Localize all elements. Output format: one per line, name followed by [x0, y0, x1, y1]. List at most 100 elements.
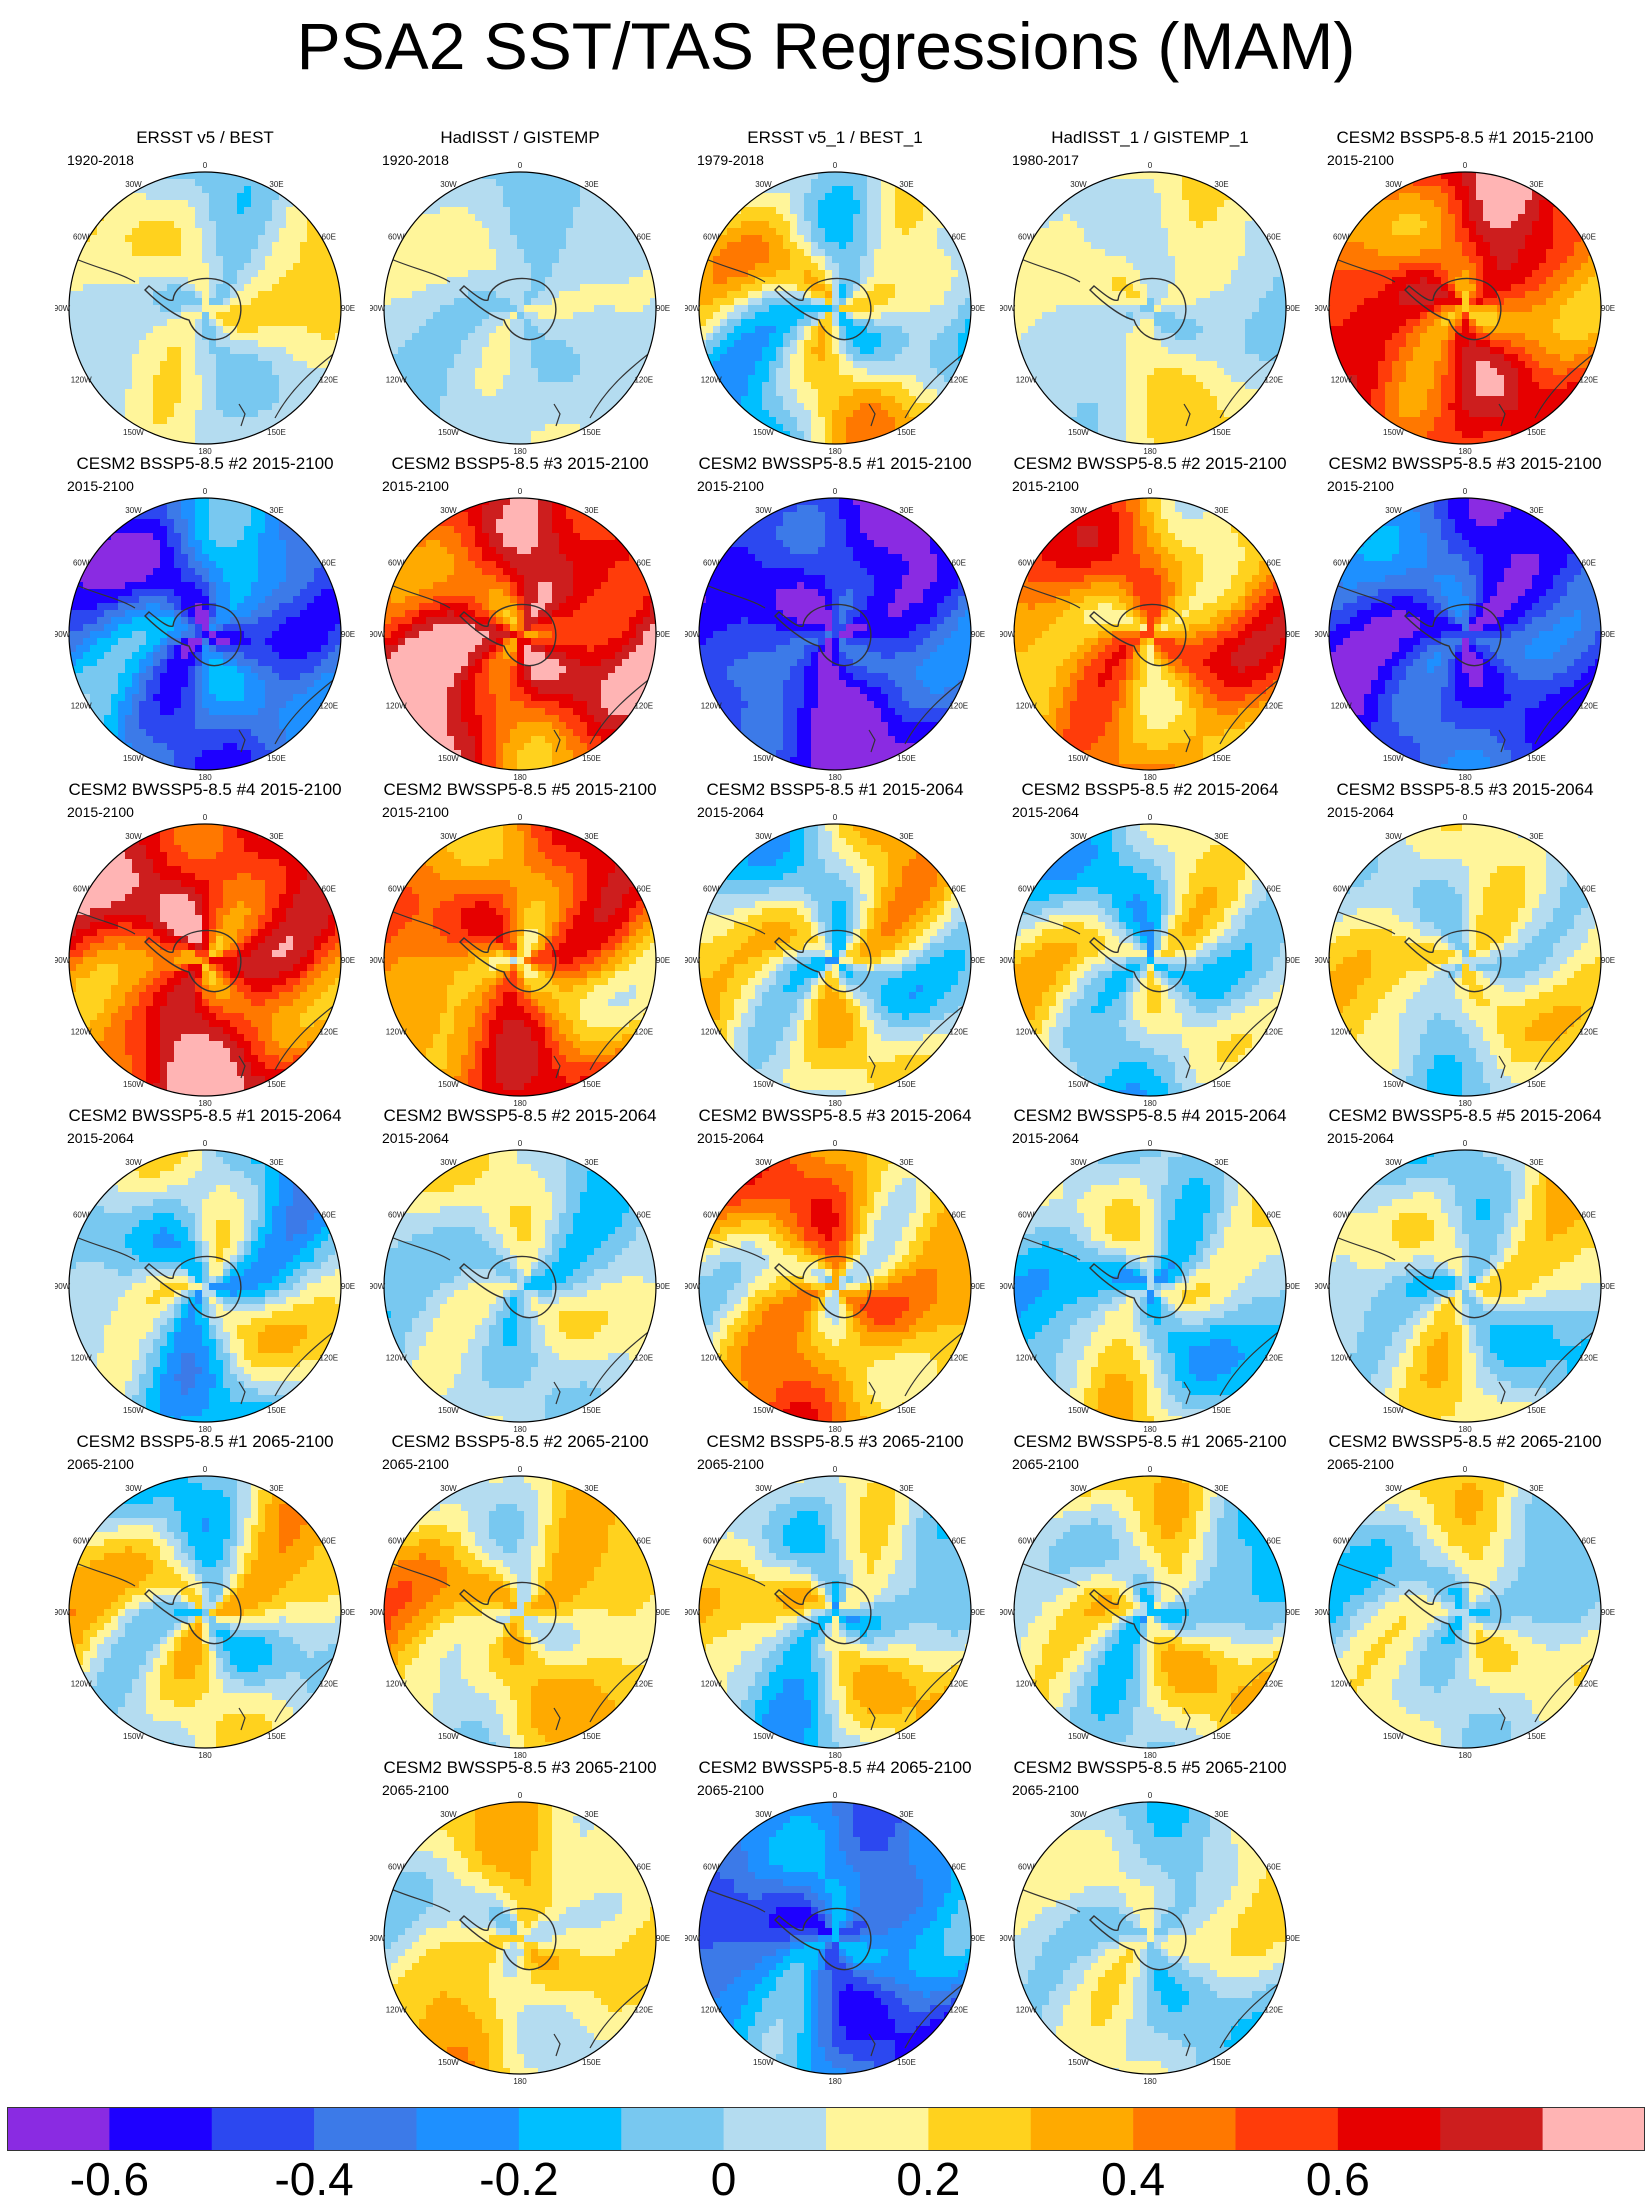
field-cell — [839, 431, 847, 439]
longitude-label: 180 — [198, 447, 212, 454]
field-cell — [1175, 277, 1183, 285]
field-cell — [174, 333, 182, 341]
field-cell — [881, 389, 889, 397]
field-cell — [153, 186, 161, 194]
field-cell — [167, 333, 175, 341]
field-cell — [1091, 235, 1099, 243]
field-cell — [951, 242, 959, 250]
field-cell — [769, 361, 777, 369]
field-cell — [580, 256, 588, 264]
field-cell — [797, 333, 805, 341]
field-cell — [825, 179, 833, 187]
field-cell — [202, 347, 210, 355]
field-cell — [853, 424, 861, 432]
field-cell — [1091, 312, 1099, 320]
field-cell — [489, 403, 497, 411]
field-cell — [573, 368, 581, 376]
field-cell — [167, 298, 175, 306]
field-cell — [699, 277, 707, 285]
field-cell — [965, 347, 971, 355]
field-cell — [76, 284, 84, 292]
field-cell — [293, 284, 301, 292]
field-cell — [1112, 200, 1120, 208]
field-cell — [328, 270, 336, 278]
field-cell — [132, 389, 140, 397]
field-cell — [202, 263, 210, 271]
field-cell — [1140, 284, 1148, 292]
field-cell — [524, 375, 532, 383]
field-cell — [447, 410, 455, 418]
field-cell — [132, 319, 140, 327]
field-cell — [517, 354, 525, 362]
field-cell — [265, 417, 273, 425]
field-cell — [580, 410, 588, 418]
field-cell — [419, 270, 427, 278]
field-cell — [181, 235, 189, 243]
field-cell — [244, 417, 252, 425]
field-cell — [958, 347, 966, 355]
field-cell — [846, 249, 854, 257]
field-cell — [909, 361, 917, 369]
field-cell — [160, 207, 168, 215]
field-cell — [202, 186, 210, 194]
field-cell — [496, 186, 504, 194]
field-cell — [90, 319, 98, 327]
field-cell — [1119, 214, 1127, 222]
field-cell — [566, 438, 574, 444]
field-cell — [1084, 326, 1092, 334]
field-cell — [510, 256, 518, 264]
field-cell — [755, 382, 763, 390]
field-cell — [286, 375, 294, 383]
field-cell — [440, 291, 448, 299]
field-cell — [524, 347, 532, 355]
field-cell — [846, 193, 854, 201]
field-cell — [580, 284, 588, 292]
field-cell — [265, 333, 273, 341]
field-cell — [265, 340, 273, 348]
field-cell — [258, 368, 266, 376]
field-cell — [202, 382, 210, 390]
field-cell — [825, 403, 833, 411]
field-cell — [146, 403, 154, 411]
field-cell — [321, 284, 329, 292]
field-cell — [895, 333, 903, 341]
field-cell — [1084, 340, 1092, 348]
field-cell — [741, 403, 749, 411]
field-cell — [90, 284, 98, 292]
field-cell — [860, 221, 868, 229]
field-cell — [923, 389, 931, 397]
field-cell — [832, 277, 840, 285]
longitude-label: 30W — [440, 180, 457, 189]
field-cell — [181, 361, 189, 369]
field-cell — [846, 347, 854, 355]
field-cell — [195, 207, 203, 215]
field-cell — [776, 347, 784, 355]
field-cell — [258, 214, 266, 222]
field-cell — [279, 263, 287, 271]
field-cell — [895, 361, 903, 369]
field-cell — [832, 396, 840, 404]
field-cell — [1112, 361, 1120, 369]
field-cell — [741, 214, 749, 222]
field-cell — [594, 319, 602, 327]
field-cell — [531, 410, 539, 418]
field-cell — [314, 291, 322, 299]
field-cell — [475, 431, 483, 439]
field-cell — [1042, 270, 1050, 278]
field-cell — [545, 368, 553, 376]
field-cell — [125, 347, 133, 355]
field-cell — [874, 431, 882, 439]
field-cell — [951, 256, 959, 264]
field-cell — [839, 193, 847, 201]
field-cell — [580, 312, 588, 320]
field-cell — [1035, 270, 1043, 278]
field-cell — [1231, 319, 1239, 327]
field-cell — [202, 179, 210, 187]
field-cell — [566, 326, 574, 334]
field-cell — [209, 347, 217, 355]
field-cell — [818, 417, 826, 425]
field-cell — [811, 438, 819, 444]
field-cell — [951, 249, 959, 257]
field-cell — [1196, 256, 1204, 264]
field-cell — [237, 207, 245, 215]
